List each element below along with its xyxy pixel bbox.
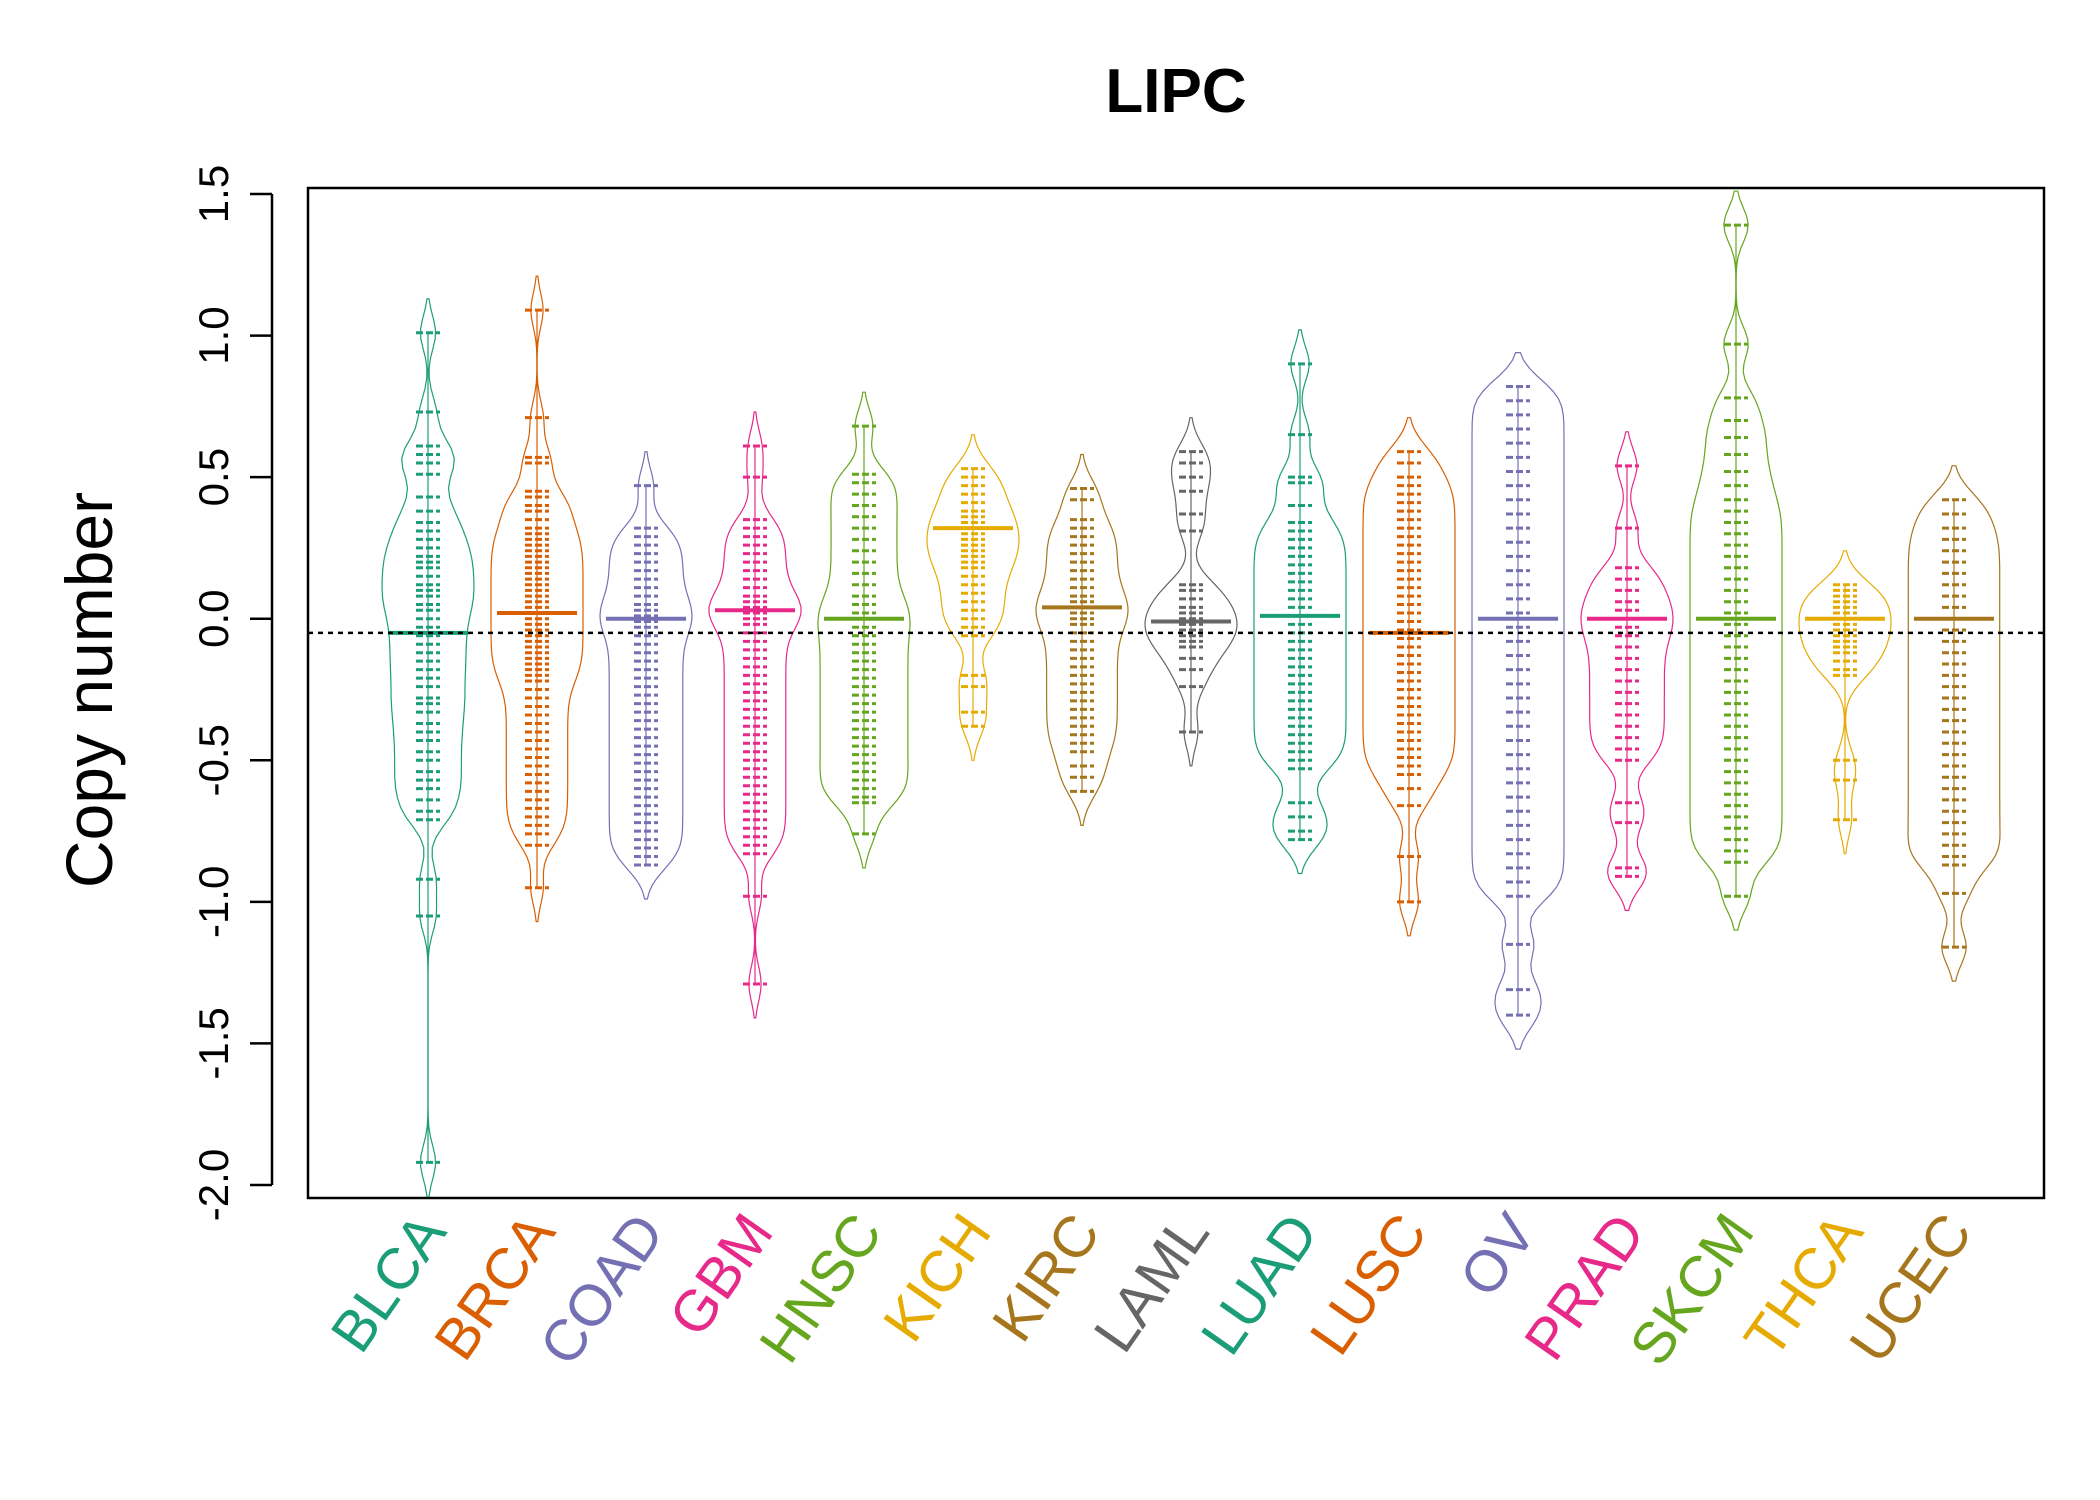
bean-ucec	[1907, 465, 2001, 982]
bean-gbm	[708, 411, 802, 1019]
y-tick-label: 1.5	[190, 165, 237, 223]
y-tick-label: 0.5	[190, 448, 237, 506]
y-tick-label: 1.0	[190, 306, 237, 364]
y-tick-label: 0.0	[190, 590, 237, 648]
bean-kich	[926, 434, 1020, 761]
bean-luad	[1253, 329, 1347, 875]
bean-thca	[1798, 550, 1892, 855]
y-tick-label: -1.0	[190, 866, 237, 938]
bean-coad	[599, 451, 693, 900]
bean-laml	[1144, 417, 1238, 767]
y-tick-label: -1.5	[190, 1007, 237, 1079]
x-label-hnsc: HNSC	[747, 1202, 895, 1374]
bean-ov	[1471, 352, 1565, 1050]
bean-hnsc	[817, 391, 911, 869]
y-tick-label: -2.0	[190, 1149, 237, 1221]
y-tick-label: -0.5	[190, 724, 237, 796]
bean-kirc	[1035, 453, 1129, 826]
bean-blca	[381, 298, 475, 1197]
x-label-lusc: LUSC	[1298, 1202, 1440, 1366]
bean-skcm	[1689, 190, 1783, 931]
beans-layer	[381, 190, 2001, 1197]
x-label-ucec: UCEC	[1837, 1202, 1985, 1374]
bean-brca	[490, 275, 584, 923]
y-axis: -2.0 -1.5 -1.0 -0.5 0.0 0.5 1.0 1.5	[190, 165, 274, 1221]
x-label-laml: LAML	[1081, 1202, 1221, 1363]
y-axis-label: Copy number	[52, 492, 126, 888]
plot-frame	[306, 186, 2046, 1200]
x-label-luad: LUAD	[1189, 1202, 1331, 1366]
x-label-ov: OV	[1447, 1202, 1548, 1308]
chart-title: LIPC	[1105, 57, 1246, 126]
x-label-kich: KICH	[871, 1202, 1004, 1353]
bean-lusc	[1362, 417, 1456, 937]
bean-prad	[1580, 431, 1674, 911]
